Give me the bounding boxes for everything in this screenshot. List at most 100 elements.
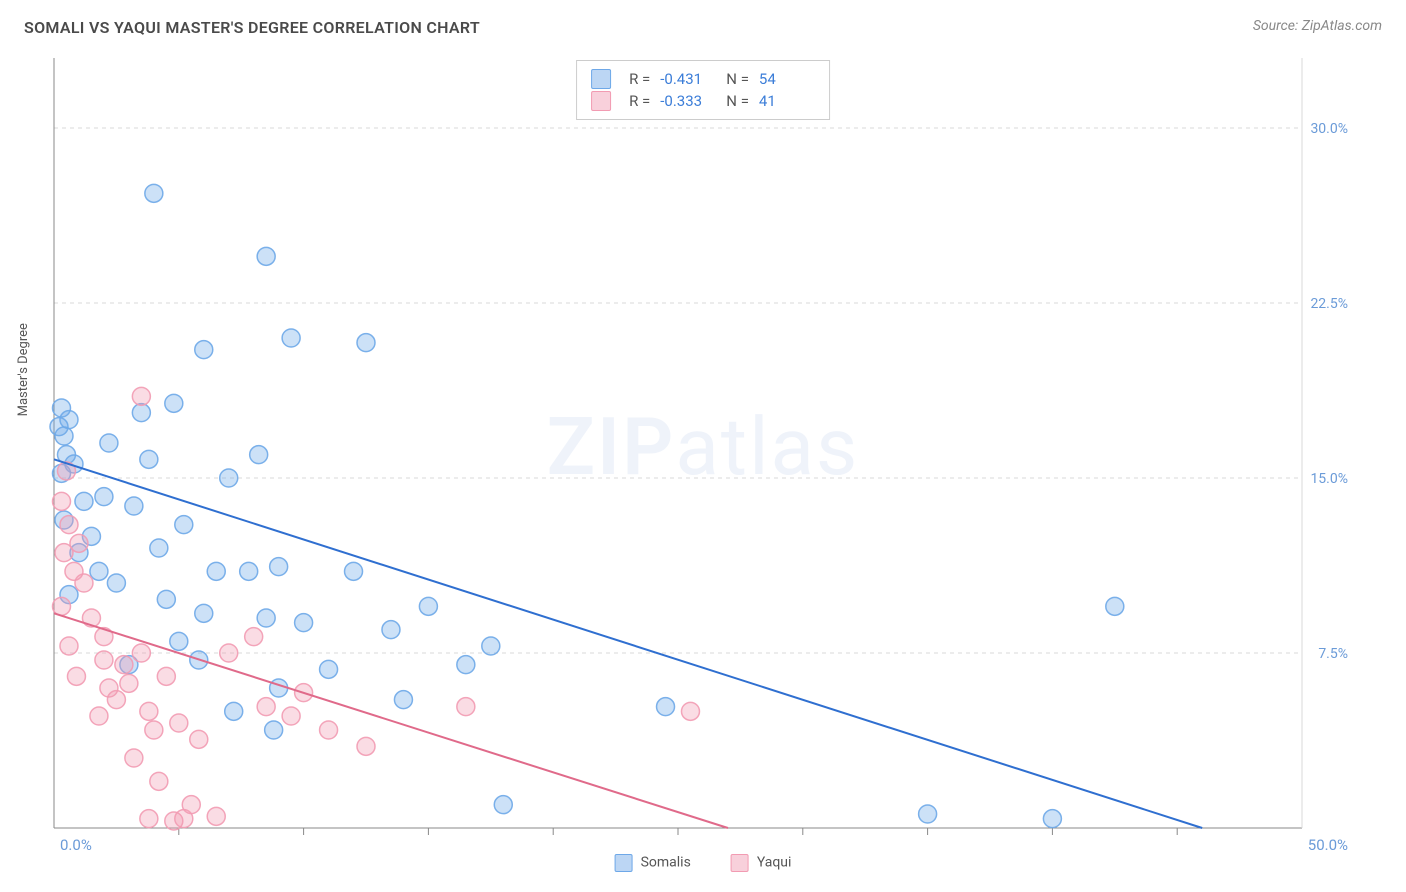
data-point [207, 807, 225, 825]
data-point [145, 721, 163, 739]
data-point [115, 656, 133, 674]
correlation-legend: R =-0.431N =54R =-0.333N =41 [576, 60, 830, 120]
data-point [140, 810, 158, 828]
data-point [195, 341, 213, 359]
data-point [52, 597, 70, 615]
data-point [282, 329, 300, 347]
data-point [175, 516, 193, 534]
data-point [170, 714, 188, 732]
x-far-label: 50.0% [1308, 836, 1348, 854]
data-point [132, 644, 150, 662]
data-point [220, 644, 238, 662]
data-point [60, 637, 78, 655]
data-point [60, 516, 78, 534]
y-tick-label: 15.0% [1310, 471, 1348, 487]
data-point [225, 702, 243, 720]
data-point [165, 394, 183, 412]
data-point [220, 469, 238, 487]
data-point [457, 698, 475, 716]
y-axis-label: Master's Degree [16, 323, 31, 416]
data-point [140, 702, 158, 720]
data-point [681, 702, 699, 720]
n-label: N = [726, 92, 749, 110]
data-point [107, 691, 125, 709]
r-label: R = [629, 92, 650, 110]
data-point [140, 450, 158, 468]
series-legend: Somalis Yaqui [615, 854, 792, 872]
data-point [357, 334, 375, 352]
data-point [257, 698, 275, 716]
legend-item: Somalis [615, 854, 691, 872]
data-point [257, 247, 275, 265]
r-label: R = [629, 70, 650, 88]
legend-item: Yaqui [731, 854, 792, 872]
data-point [207, 562, 225, 580]
n-label: N = [726, 70, 749, 88]
data-point [195, 604, 213, 622]
r-value: -0.333 [660, 92, 716, 110]
r-value: -0.431 [660, 70, 716, 88]
data-point [132, 404, 150, 422]
data-point [240, 562, 258, 580]
data-point [52, 492, 70, 510]
data-point [95, 651, 113, 669]
data-point [1106, 597, 1124, 615]
data-point [345, 562, 363, 580]
data-point [75, 574, 93, 592]
data-point [250, 446, 268, 464]
data-point [150, 772, 168, 790]
data-point [67, 667, 85, 685]
data-point [482, 637, 500, 655]
data-point [190, 730, 208, 748]
data-point [320, 721, 338, 739]
data-point [320, 660, 338, 678]
correlation-row: R = -0.431 N = 54 [591, 69, 815, 89]
data-point [60, 411, 78, 429]
data-point [90, 562, 108, 580]
data-point [125, 497, 143, 515]
data-point [125, 749, 143, 767]
data-point [90, 707, 108, 725]
data-point [157, 667, 175, 685]
data-point [270, 679, 288, 697]
legend-swatch [591, 69, 611, 89]
data-point [170, 632, 188, 650]
data-point [100, 434, 118, 452]
data-point [157, 590, 175, 608]
legend-label: Yaqui [757, 855, 792, 871]
data-point [175, 810, 193, 828]
data-point [382, 621, 400, 639]
correlation-row: R =-0.333N =41 [591, 91, 815, 111]
data-point [150, 539, 168, 557]
data-point [357, 737, 375, 755]
legend-swatch [615, 854, 633, 872]
data-point [457, 656, 475, 674]
data-point [1043, 810, 1061, 828]
data-point [132, 387, 150, 405]
data-point [75, 492, 93, 510]
legend-label: Somalis [641, 855, 691, 871]
data-point [55, 427, 73, 445]
data-point [257, 609, 275, 627]
chart-title: SOMALI VS YAQUI MASTER'S DEGREE CORRELAT… [24, 18, 480, 37]
data-point [282, 707, 300, 725]
data-point [55, 544, 73, 562]
data-point [919, 805, 937, 823]
data-point [120, 674, 138, 692]
data-point [494, 796, 512, 814]
data-point [295, 614, 313, 632]
data-point [245, 628, 263, 646]
y-tick-label: 30.0% [1310, 121, 1348, 137]
scatter-chart: 7.5% 15.0% 22.5% 30.0% 0.0% 50.0% [24, 54, 1382, 872]
data-point [419, 597, 437, 615]
data-point [657, 698, 675, 716]
data-point [265, 721, 283, 739]
data-point [145, 184, 163, 202]
legend-swatch [591, 91, 611, 111]
data-point [394, 691, 412, 709]
x-origin-label: 0.0% [60, 836, 92, 854]
source-label: Source: ZipAtlas.com [1253, 18, 1382, 34]
n-value: 54 [759, 70, 815, 88]
y-tick-label: 7.5% [1318, 646, 1348, 662]
y-tick-label: 22.5% [1310, 296, 1348, 312]
